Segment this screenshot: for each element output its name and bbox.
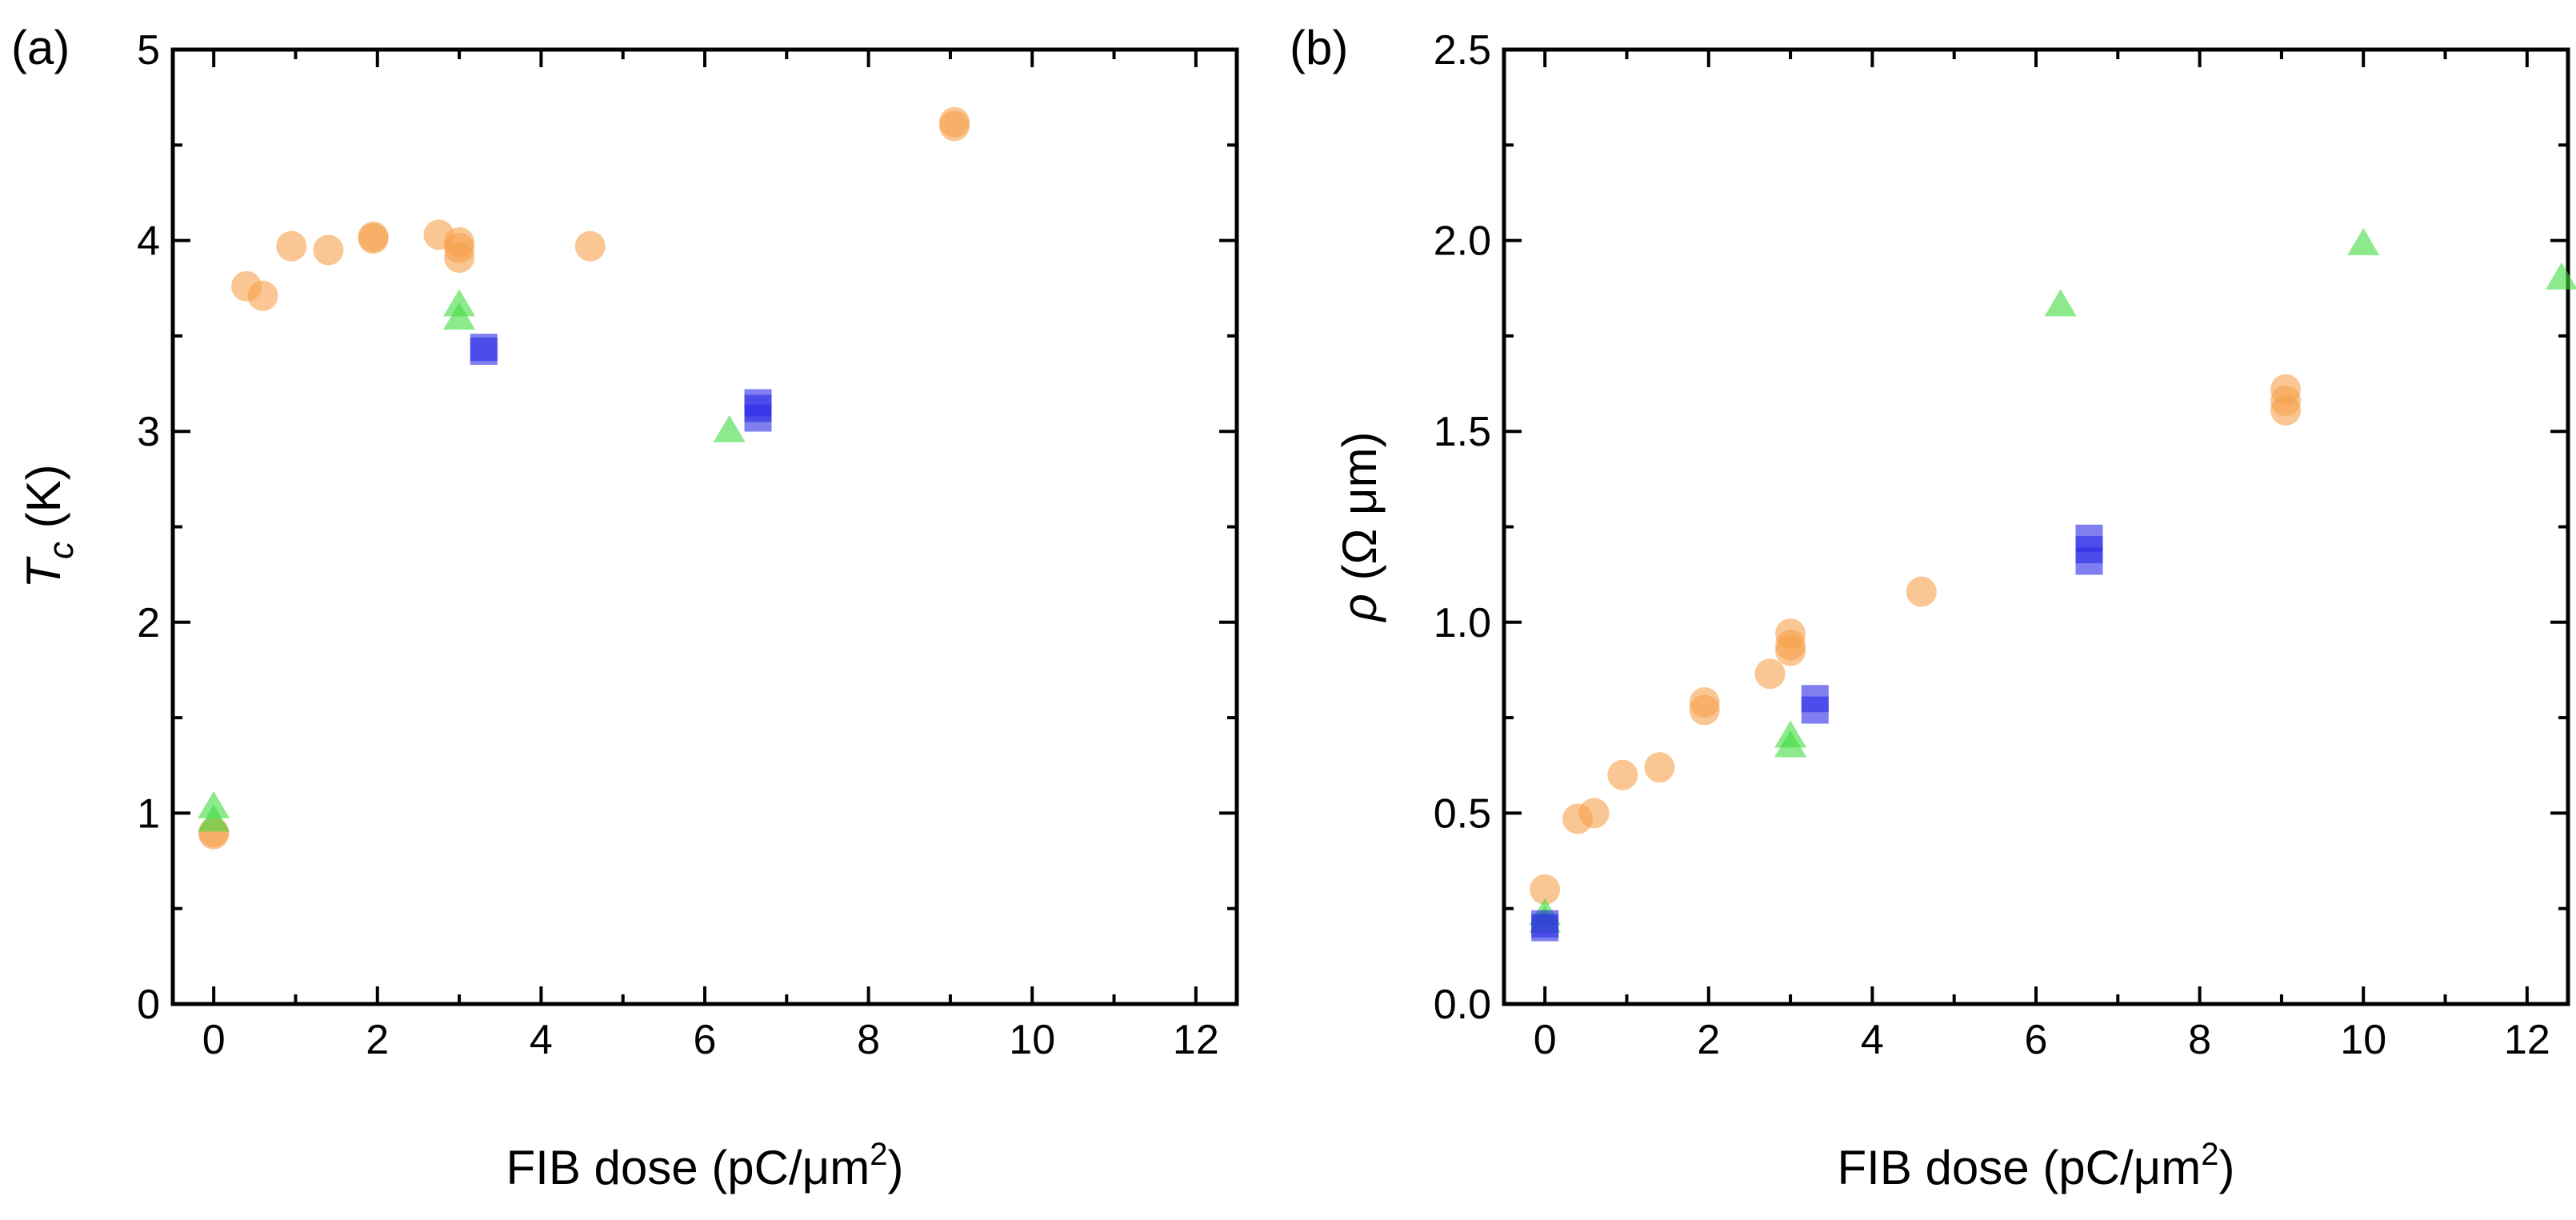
- data-point-circle: [247, 280, 278, 311]
- x-tick-label: 2: [366, 1017, 389, 1063]
- data-point-circle: [2270, 374, 2302, 405]
- data-point-square: [1531, 910, 1559, 938]
- panel-a-points: [198, 106, 970, 850]
- data-point-triangle: [1774, 720, 1807, 748]
- x-tick-label: 12: [1173, 1017, 1219, 1063]
- y-tick-label: 1: [137, 790, 160, 837]
- data-point-circle: [1530, 874, 1561, 905]
- data-point-circle: [1644, 752, 1675, 783]
- panel-a-frame: [170, 47, 1239, 1006]
- panel-b-ticks: 0 2 4 6 8 10 12 0.0 0.5 1.0 1.5 2.0 2.5: [1434, 27, 2568, 1063]
- data-point-circle: [444, 226, 475, 258]
- panel-a-y-axis-label: Tc (K): [17, 464, 81, 588]
- data-point-circle: [1607, 759, 1638, 790]
- x-tick-label: 12: [2504, 1017, 2550, 1063]
- x-tick-label: 6: [694, 1017, 717, 1063]
- y-tick-label: 0: [137, 982, 160, 1028]
- data-point-circle: [1775, 618, 1806, 650]
- y-tick-label: 0.0: [1434, 982, 1491, 1028]
- y-tick-label: 5: [137, 27, 160, 74]
- data-point-circle: [276, 230, 307, 262]
- data-point-triangle: [443, 289, 476, 317]
- y-tick-label: 1.0: [1434, 600, 1491, 646]
- data-point-triangle: [713, 414, 746, 442]
- data-point-circle: [939, 106, 970, 138]
- data-point-square: [1801, 685, 1829, 713]
- data-point-circle: [1754, 658, 1786, 690]
- y-tick-label: 4: [137, 218, 160, 265]
- x-tick-label: 10: [1009, 1017, 1055, 1063]
- data-point-circle: [1578, 798, 1610, 829]
- data-point-circle: [1689, 687, 1720, 718]
- panel-b-points: [1529, 227, 2576, 942]
- data-point-square: [744, 389, 772, 417]
- x-tick-label: 4: [530, 1017, 553, 1063]
- panel-b: 0 2 4 6 8 10 12 0.0 0.5 1.0 1.5 2.0 2.5 (b) FIB dose…: [1290, 21, 2576, 1194]
- y-tick-label: 2.5: [1434, 27, 1491, 74]
- panel-a-label: (a): [11, 21, 70, 74]
- x-tick-label: 10: [2340, 1017, 2386, 1063]
- data-point-circle: [313, 234, 344, 266]
- y-tick-label: 2: [137, 600, 160, 646]
- panel-b-y-axis-label: ρ (Ω μm): [1333, 431, 1386, 622]
- panel-b-x-axis-label: FIB dose (pC/μm2): [1838, 1137, 2235, 1194]
- data-point-square: [470, 334, 498, 362]
- data-point-triangle: [2546, 262, 2576, 290]
- panel-b-label: (b): [1290, 21, 1348, 74]
- x-tick-label: 4: [1861, 1017, 1884, 1063]
- data-point-circle: [1906, 576, 1937, 607]
- data-point-triangle: [198, 790, 230, 818]
- data-point-square: [2075, 524, 2103, 552]
- y-tick-label: 3: [137, 409, 160, 455]
- y-tick-label: 2.0: [1434, 218, 1491, 265]
- data-point-circle: [358, 221, 389, 252]
- x-tick-label: 8: [857, 1017, 880, 1063]
- x-tick-label: 6: [2025, 1017, 2048, 1063]
- panel-b-frame: [1502, 47, 2570, 1006]
- x-tick-label: 2: [1697, 1017, 1720, 1063]
- data-point-triangle: [2044, 289, 2077, 317]
- x-tick-label: 8: [2188, 1017, 2211, 1063]
- x-tick-label: 0: [1534, 1017, 1557, 1063]
- panel-a-x-axis-label: FIB dose (pC/μm2): [506, 1137, 904, 1194]
- y-tick-label: 0.5: [1434, 790, 1491, 837]
- data-point-triangle: [2347, 227, 2380, 255]
- data-point-circle: [574, 230, 606, 262]
- x-tick-label: 0: [202, 1017, 226, 1063]
- y-tick-label: 1.5: [1434, 409, 1491, 455]
